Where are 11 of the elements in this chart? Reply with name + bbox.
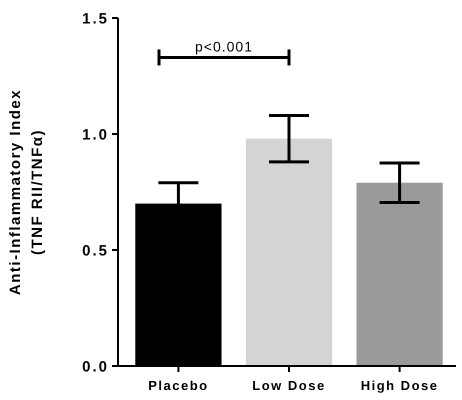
annotation: p<0.001: [194, 38, 253, 54]
bar: [246, 138, 332, 366]
x-tick-label: High Dose: [360, 378, 438, 393]
y-tick-label: 1.0: [82, 126, 109, 144]
x-tick-label: Low Dose: [252, 378, 326, 393]
y-axis-title: Anti-Inflammatory Index (TNF RII/TNFα): [7, 88, 46, 296]
bar: [356, 182, 443, 366]
y-tick-label: 0.0: [82, 358, 109, 376]
y-tick-label: 0.5: [82, 242, 109, 260]
x-tick-label: Placebo: [148, 378, 209, 393]
y-tick-label: 1.5: [82, 10, 109, 28]
